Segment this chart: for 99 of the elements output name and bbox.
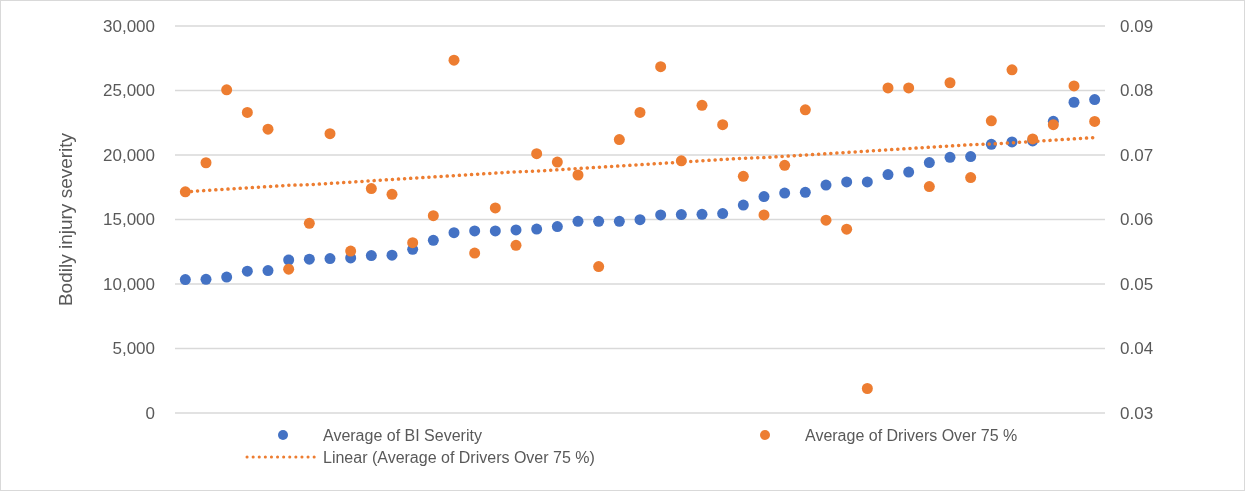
point [572, 169, 584, 181]
point [551, 156, 563, 168]
point [634, 106, 646, 118]
point [779, 159, 791, 171]
legend-label: Average of BI Severity [323, 426, 482, 444]
y2-tick-label: 0.08 [1120, 81, 1154, 101]
point [551, 221, 563, 233]
point [965, 151, 977, 163]
point [200, 273, 212, 285]
point [593, 215, 605, 227]
point [448, 227, 460, 239]
point [303, 217, 315, 229]
point [1089, 94, 1101, 106]
point [572, 215, 584, 227]
point [944, 77, 956, 89]
y-tick-label: 10,000 [103, 274, 155, 294]
point [1006, 64, 1018, 76]
y-tick-label: 30,000 [103, 16, 155, 36]
point [221, 271, 233, 283]
point [365, 250, 377, 262]
point [241, 106, 253, 118]
y-tick-label: 20,000 [103, 145, 155, 165]
y2-tick-label: 0.05 [1120, 274, 1154, 294]
point [407, 237, 419, 249]
point [923, 181, 935, 193]
point [283, 254, 295, 266]
point [489, 202, 501, 214]
y-tick-label: 15,000 [103, 210, 155, 230]
y2-tick-label: 0.07 [1120, 145, 1154, 165]
point [758, 209, 770, 221]
point [861, 383, 873, 394]
point [634, 214, 646, 226]
point [820, 214, 832, 226]
point [221, 84, 233, 96]
point [386, 188, 398, 200]
point [882, 82, 894, 94]
point [923, 157, 935, 169]
point [510, 224, 522, 236]
point [448, 54, 460, 66]
point [386, 249, 398, 261]
point [1047, 119, 1059, 131]
point [427, 210, 439, 222]
point [427, 234, 439, 246]
point [262, 123, 274, 135]
point [324, 128, 336, 140]
point [903, 166, 915, 178]
point [655, 61, 667, 73]
point [779, 187, 791, 199]
point [737, 199, 749, 211]
y2-tick-label: 0.06 [1120, 210, 1154, 230]
point [799, 104, 811, 116]
point [903, 82, 915, 94]
point [531, 148, 543, 160]
legend-label: Average of Drivers Over 75 % [805, 426, 1018, 444]
point [489, 225, 501, 237]
y2-tick-label: 0.04 [1120, 339, 1154, 359]
point [324, 253, 336, 265]
point [675, 209, 687, 221]
point [820, 179, 832, 191]
point [613, 215, 625, 227]
point [1089, 115, 1101, 127]
y2-tick-label: 0.03 [1120, 403, 1154, 423]
legend-label: Linear (Average of Drivers Over 75 %) [323, 448, 595, 466]
point [758, 191, 770, 203]
point [469, 247, 481, 259]
point [1068, 80, 1080, 92]
y-axis-title: Bodily injury severity [55, 132, 76, 307]
point [882, 169, 894, 181]
point [283, 263, 295, 275]
point [200, 157, 212, 169]
point [655, 209, 667, 221]
point [365, 183, 377, 195]
y-tick-label: 5,000 [112, 339, 155, 359]
point [737, 170, 749, 182]
point [717, 119, 729, 131]
point [262, 265, 274, 277]
point [841, 176, 853, 188]
point [717, 208, 729, 220]
point [965, 172, 977, 184]
point [510, 239, 522, 251]
point [593, 261, 605, 273]
point [1068, 96, 1080, 108]
point [303, 253, 315, 265]
point [696, 208, 708, 220]
point [345, 245, 357, 257]
y-tick-label: 25,000 [103, 81, 155, 101]
point [469, 225, 481, 237]
point [799, 186, 811, 198]
point [985, 115, 997, 127]
y-tick-label: 0 [145, 403, 155, 423]
point [696, 99, 708, 111]
point [841, 223, 853, 235]
point [241, 265, 253, 277]
point [531, 223, 543, 235]
point [179, 274, 191, 286]
y2-tick-label: 0.09 [1120, 16, 1154, 36]
point [944, 151, 956, 163]
point [861, 176, 873, 188]
point [613, 134, 625, 146]
